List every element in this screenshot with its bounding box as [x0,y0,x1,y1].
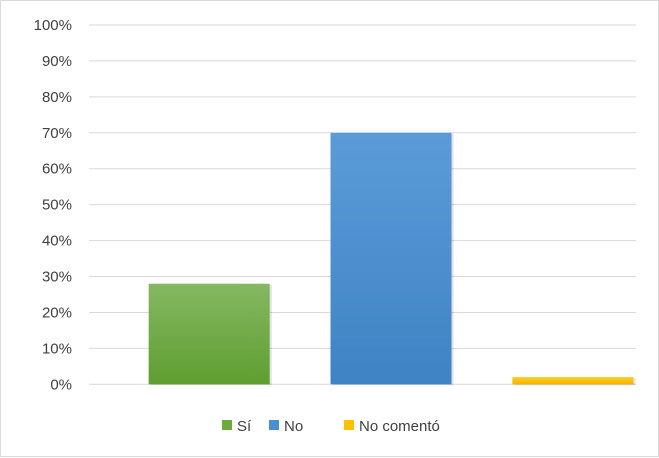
y-tick-label: 80% [42,89,72,106]
y-tick-label: 50% [42,197,72,214]
y-tick-label: 0% [50,376,72,393]
legend-swatch [222,420,232,430]
y-tick-label: 40% [42,233,72,250]
y-tick-label: 90% [42,53,72,70]
y-tick-label: 30% [42,269,72,286]
y-tick-label: 20% [42,304,72,321]
legend-label: No [284,418,303,435]
y-tick-label: 10% [42,340,72,357]
bar-2 [512,377,634,385]
legend-swatch [269,420,279,430]
y-tick-label: 60% [42,161,72,178]
y-tick-label: 100% [34,17,72,34]
bar-1 [330,132,452,385]
legend-label: Sí [237,418,252,435]
legend-label: No comentó [359,418,440,435]
y-tick-label: 70% [42,125,72,142]
bar-0 [148,283,270,385]
legend-swatch [344,420,354,430]
